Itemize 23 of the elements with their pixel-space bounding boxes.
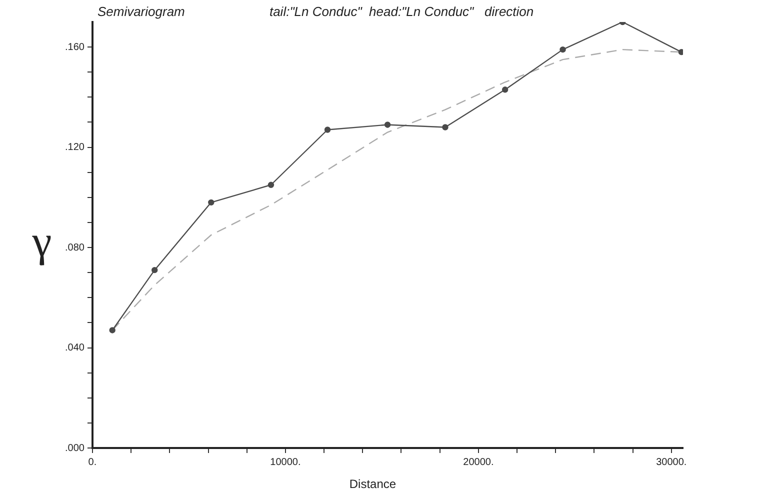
point [384, 122, 391, 128]
point [442, 124, 448, 130]
point [502, 86, 508, 93]
point [268, 182, 274, 188]
point [109, 327, 116, 334]
x-tick-label: 0. [88, 456, 97, 468]
chart-subtitle: tail:"Ln Conduc" head:"Ln Conduc" direction [269, 4, 534, 19]
point [152, 266, 158, 274]
point [678, 48, 683, 56]
y-tick-label: .120 [64, 142, 85, 154]
y-axis-title: γ [31, 217, 52, 266]
x-tick-label: 30000. [656, 456, 687, 468]
x-tick-label: 20000. [463, 456, 494, 468]
y-tick-label: .000 [64, 442, 85, 454]
y-tick-label: .040 [64, 342, 85, 354]
point [208, 199, 214, 206]
chart-title: Semivariogram [97, 4, 186, 19]
point [324, 126, 331, 133]
x-axis-title: Distance [349, 477, 396, 491]
x-tick-label: 10000. [270, 456, 301, 468]
y-tick-label: .080 [64, 242, 85, 254]
point [560, 46, 566, 53]
y-tick-label: .160 [64, 42, 85, 53]
